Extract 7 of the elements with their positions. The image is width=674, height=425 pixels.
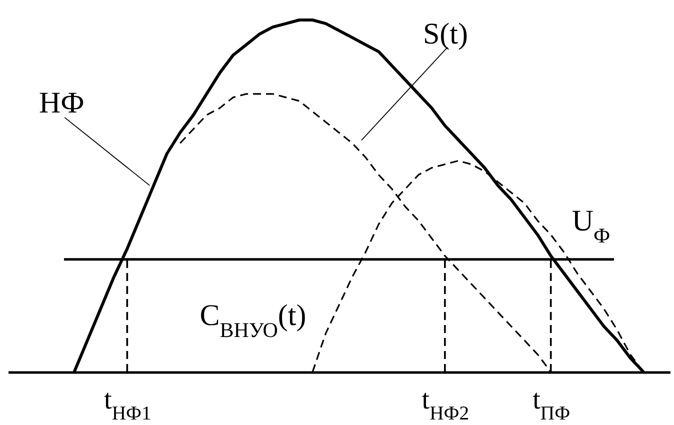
x-tick-label: t$_{ПФ}$	[532, 384, 570, 424]
x-tick-label: t$_{НФ1}$	[104, 384, 152, 424]
series-label: C$_{ВНУО}$(t)	[200, 299, 306, 342]
ref-line-label: U$_{Ф}$	[572, 204, 610, 248]
text: S(t)	[422, 17, 468, 50]
x-tick-label: t$_{НФ2}$	[422, 384, 470, 424]
text: НФ	[38, 86, 84, 120]
